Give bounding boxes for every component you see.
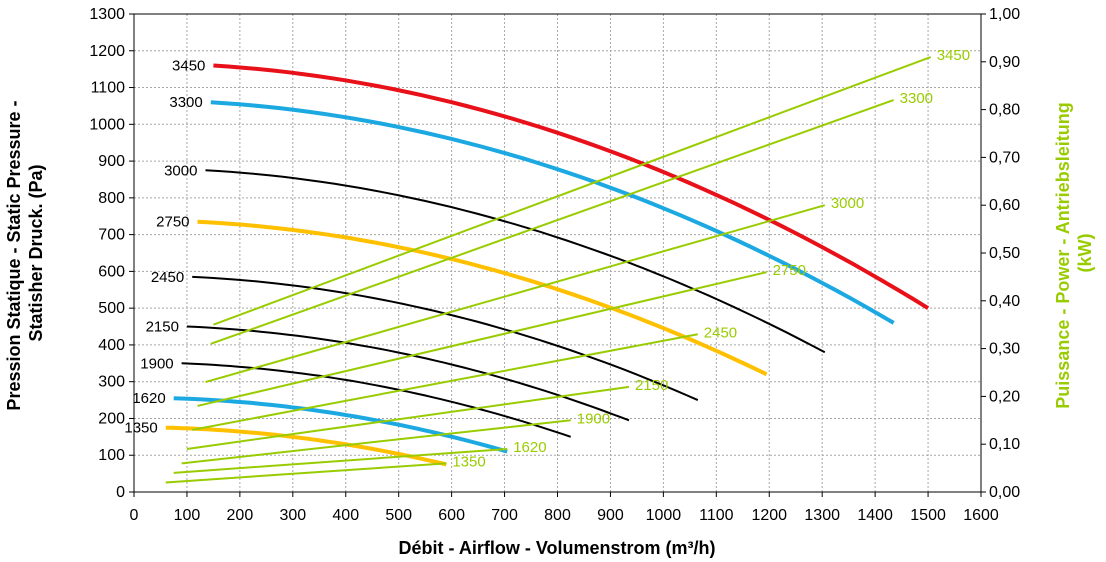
x-tick-label: 1400 <box>857 507 893 524</box>
pressure-curve-label-1900: 1900 <box>140 355 173 372</box>
power-curve-3000 <box>205 204 826 384</box>
pressure-curve-2150 <box>186 325 630 422</box>
power-curves <box>165 56 932 484</box>
power-curve-1620 <box>173 447 508 474</box>
x-tick-label: 200 <box>227 507 254 524</box>
pressure-curve-label-2450: 2450 <box>151 269 184 286</box>
y-tick-label: 700 <box>98 227 125 244</box>
y2-tick-label: 0,90 <box>989 54 1020 71</box>
x-tick-label: 100 <box>174 507 201 524</box>
pressure-curves <box>165 63 930 467</box>
x-tick-label: 1200 <box>751 507 787 524</box>
pressure-curve-label-3000: 3000 <box>164 162 197 179</box>
y-tick-label: 400 <box>98 337 125 354</box>
power-curve-label-2450: 2450 <box>704 324 737 341</box>
y-tick-label: 500 <box>98 300 125 317</box>
power-curve-label-1900: 1900 <box>577 410 610 427</box>
x-tick-label: 1100 <box>699 507 734 524</box>
power-curve-3450 <box>213 56 932 326</box>
y-axis-title: Pression Statique - Static Pressure - St… <box>4 95 46 410</box>
y-tick-label: 100 <box>98 447 125 464</box>
y-tick-label: 800 <box>98 190 125 207</box>
power-curve-label-1620: 1620 <box>513 439 546 456</box>
y2-tick-label: 0,70 <box>989 149 1020 166</box>
pressure-curve-1620 <box>173 396 508 454</box>
y2-tick-label: 0,50 <box>989 245 1020 262</box>
y2-axis-title: Puissance - Power - Antriebsleitung (kW) <box>1053 97 1095 408</box>
y2-tick-label: 0,30 <box>989 341 1020 358</box>
pressure-curve-2750 <box>197 219 768 377</box>
y-tick-label: 300 <box>98 374 125 391</box>
power-curve-1900 <box>181 419 571 465</box>
pressure-curve-label-3450: 3450 <box>172 57 205 74</box>
x-tick-label: 800 <box>544 507 571 524</box>
power-curve-3300 <box>210 99 894 345</box>
y2-tick-label: 0,10 <box>989 436 1020 453</box>
pressure-curve-label-1350: 1350 <box>124 420 157 437</box>
y2-axis-title-line-2: (kW) <box>1075 234 1095 273</box>
pressure-curve-label-1620: 1620 <box>132 390 165 407</box>
y2-tick-label: 0,00 <box>989 484 1020 501</box>
y-tick-label: 600 <box>98 263 125 280</box>
pressure-curve-1900 <box>181 362 572 438</box>
gridlines <box>134 14 981 492</box>
y2-tick-label: 1,00 <box>989 6 1020 23</box>
power-curve-label-3000: 3000 <box>831 195 864 212</box>
y2-tick-label: 0,80 <box>989 102 1020 119</box>
pressure-curve-label-3300: 3300 <box>169 94 202 111</box>
x-tick-label: 1300 <box>804 507 840 524</box>
curve-labels: 3450 3300 3000 2750 2450 2150 1900 1620 1350 3450… <box>124 47 970 470</box>
pressure-curve-3450 <box>213 63 930 310</box>
power-curve-2150 <box>186 385 630 450</box>
x-tick-label: 600 <box>438 507 465 524</box>
y2-tick-label: 0,60 <box>989 197 1020 214</box>
x-tick-label: 0 <box>130 507 139 524</box>
power-curve-2450 <box>192 333 698 431</box>
x-tick-label: 700 <box>491 507 518 524</box>
x-tick-label: 900 <box>597 507 624 524</box>
y-tick-label: 1300 <box>89 6 125 23</box>
y-tick-label: 0 <box>116 484 125 501</box>
x-tick-label: 1600 <box>963 507 999 524</box>
pressure-curve-label-2150: 2150 <box>146 319 179 336</box>
power-curve-label-3300: 3300 <box>900 90 933 107</box>
y2-tick-label: 0,40 <box>989 293 1020 310</box>
pressure-curve-1350 <box>165 425 447 467</box>
y-tick-label: 200 <box>98 410 125 427</box>
x-axis-title: Débit - Airflow - Volumenstrom (m³/h) <box>399 538 716 558</box>
pressure-curve-3000 <box>205 169 826 354</box>
power-curve-label-2150: 2150 <box>635 377 668 394</box>
y-axis-ticks: 0 100 200 300 400 500 600 700 800 900 1000 1100 1200… <box>89 6 134 501</box>
y2-axis-title-line-1: Puissance - Power - Antriebsleitung <box>1053 102 1073 408</box>
x-tick-label: 1500 <box>910 507 946 524</box>
power-curve-label-3450: 3450 <box>937 47 970 64</box>
y2-tick-label: 0,20 <box>989 388 1020 405</box>
y-axis-title-line-1: Pression Statique - Static Pressure - <box>4 100 24 410</box>
y-tick-label: 1000 <box>89 116 125 133</box>
x-tick-label: 400 <box>332 507 359 524</box>
x-tick-label: 500 <box>385 507 412 524</box>
power-curve-2750 <box>197 271 767 407</box>
y-axis-title-line-2: Statisher Druck. (Pa) <box>26 164 46 341</box>
x-tick-label: 300 <box>279 507 306 524</box>
pressure-curve-3300 <box>210 100 895 325</box>
y2-axis-ticks: 0,00 0,10 0,20 0,30 0,40 0,50 0,60 0,70 0,80 0,90… <box>981 6 1020 501</box>
power-curve-label-2750: 2750 <box>773 262 806 279</box>
x-tick-label: 1000 <box>646 507 682 524</box>
power-curve-label-1350: 1350 <box>452 453 485 470</box>
x-axis-ticks: 0 100 200 300 400 500 600 700 800 900 1000 1100 1200… <box>130 492 999 524</box>
pressure-curve-label-2750: 2750 <box>156 214 189 231</box>
y-tick-label: 1100 <box>91 80 126 97</box>
power-curve-1350 <box>165 462 447 484</box>
y-tick-label: 900 <box>98 153 125 170</box>
y-tick-label: 1200 <box>89 43 125 60</box>
